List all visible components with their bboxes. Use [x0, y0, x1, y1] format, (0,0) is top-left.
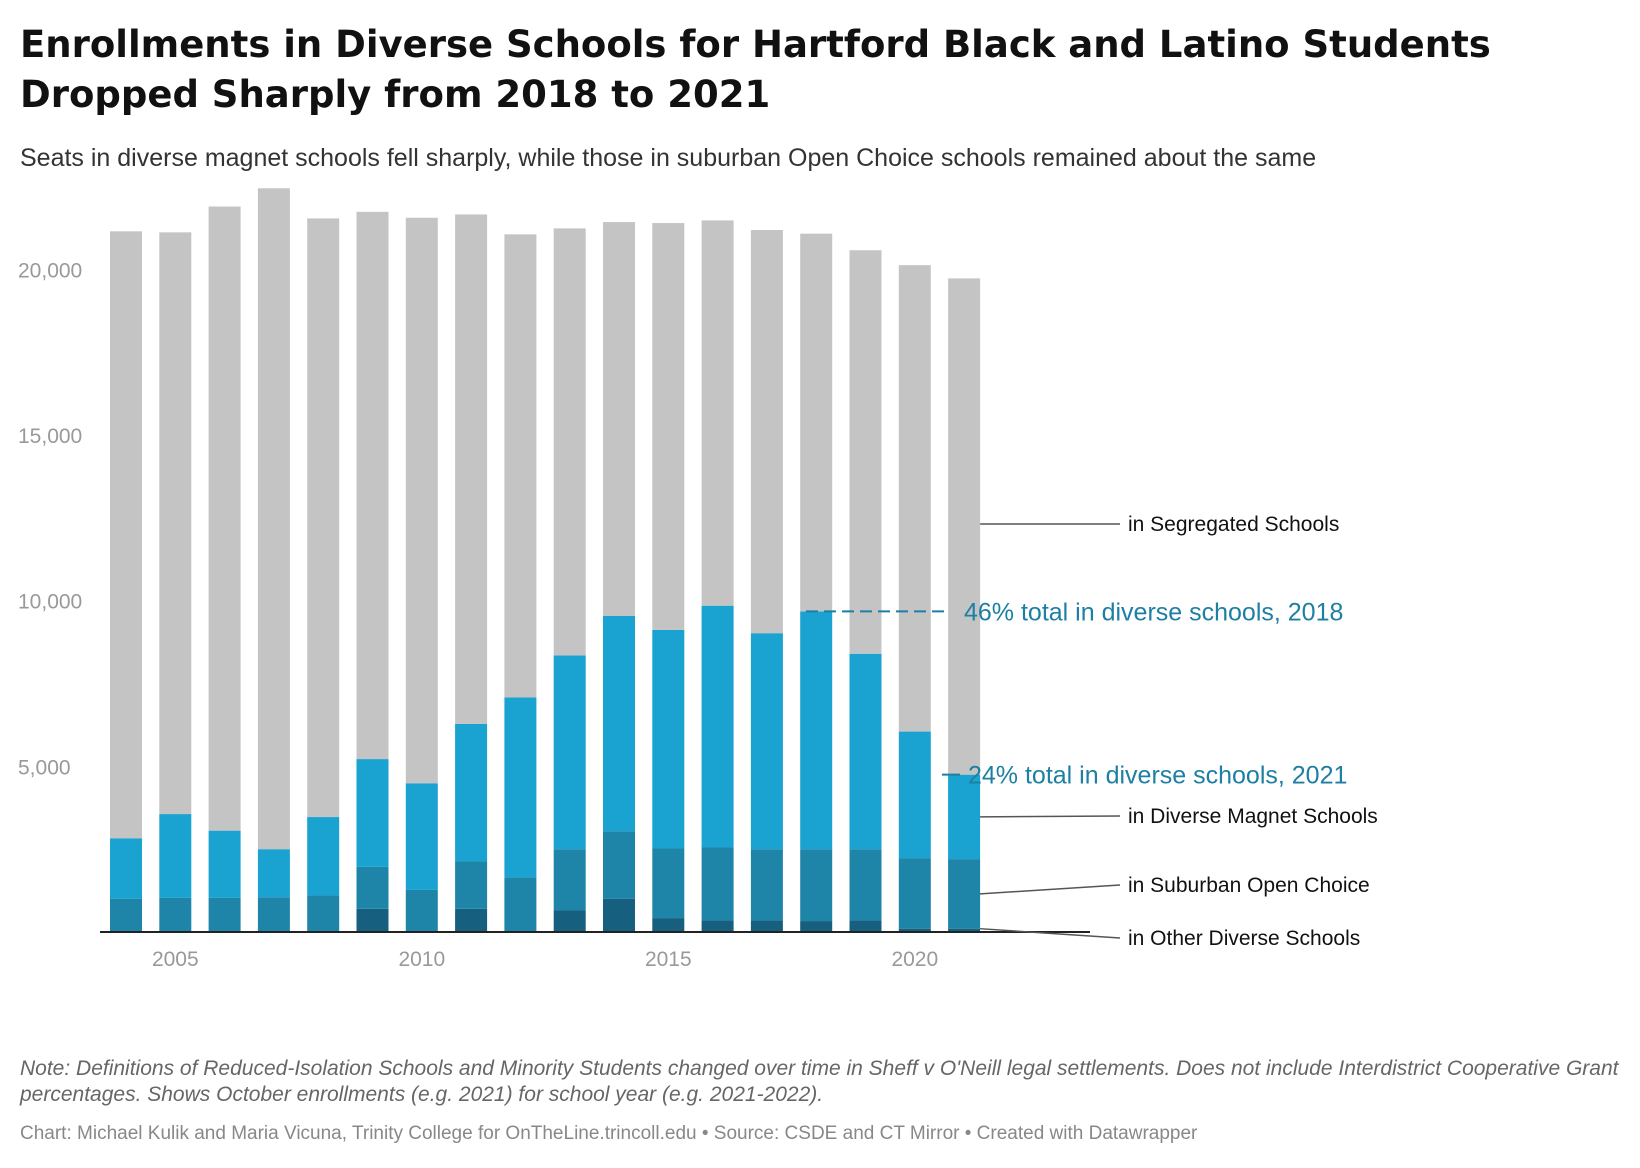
bar-segment-segregated — [208, 206, 241, 831]
y-tick-label: 10,000 — [18, 591, 82, 614]
bar-segment-magnet — [257, 849, 290, 898]
bar-segment-open-choice — [159, 897, 192, 932]
bar-segment-segregated — [750, 230, 783, 634]
series-label-connector — [980, 815, 1121, 818]
bar-segment-magnet — [948, 774, 981, 860]
bar-segment-segregated — [800, 233, 833, 612]
series-label-open-choice: in Suburban Open Choice — [1128, 874, 1370, 897]
bar-segment-segregated — [504, 234, 537, 698]
bar-segment-open-choice — [701, 847, 734, 921]
bar-segment-magnet — [701, 605, 734, 848]
bar-segment-other — [849, 920, 882, 932]
bar-segment-other — [356, 908, 389, 932]
bar-segment-segregated — [603, 222, 635, 616]
bar-segment-other — [652, 918, 685, 932]
bar-segment-magnet — [898, 731, 931, 859]
bar-segment-magnet — [356, 759, 389, 867]
bar-segment-segregated — [948, 278, 981, 775]
bar-segment-segregated — [455, 214, 488, 724]
bar-segment-open-choice — [257, 897, 290, 932]
bar-segment-segregated — [405, 217, 438, 784]
bar-segment-magnet — [504, 697, 537, 878]
bar-segment-magnet — [307, 817, 340, 896]
chart-note: Note: Definitions of Reduced-Isolation S… — [20, 1057, 1619, 1106]
bar-segment-other — [455, 908, 488, 932]
x-tick-label: 2010 — [398, 948, 445, 971]
bar-segment-segregated — [110, 231, 142, 839]
bar-segment-magnet — [603, 615, 635, 832]
bar-segment-open-choice — [208, 897, 241, 932]
bar-segment-open-choice — [405, 889, 438, 932]
bar-segment-magnet — [110, 838, 142, 899]
bar-segment-magnet — [800, 611, 833, 850]
series-label-connector — [980, 927, 1121, 939]
bar-segment-magnet — [652, 629, 685, 849]
annotation-2021-label: 24% total in diverse schools, 2021 — [968, 762, 1347, 790]
x-tick-label: 2005 — [152, 948, 199, 971]
bar-segment-segregated — [307, 218, 340, 818]
bar-segment-other — [750, 920, 783, 932]
bar-segment-magnet — [849, 653, 882, 850]
bar-segment-open-choice — [455, 861, 488, 909]
chart-title: Enrollments in Diverse Schools for Hartf… — [20, 23, 1491, 116]
bar-segment-magnet — [405, 783, 438, 890]
chart-subtitle: Seats in diverse magnet schools fell sha… — [20, 144, 1317, 172]
bar-segment-open-choice — [898, 858, 931, 929]
bar-segment-magnet — [208, 830, 241, 898]
bar-segment-open-choice — [307, 895, 340, 932]
bar-segment-other — [800, 921, 833, 932]
bar-segment-open-choice — [652, 848, 685, 919]
bar-segment-magnet — [455, 723, 488, 862]
bar-segment-open-choice — [110, 898, 142, 932]
bar-segment-open-choice — [553, 849, 586, 911]
y-tick-label: 15,000 — [18, 425, 82, 448]
annotation-2018-label: 46% total in diverse schools, 2018 — [964, 598, 1343, 626]
bar-segment-open-choice — [800, 849, 833, 922]
bar-segment-magnet — [159, 814, 192, 898]
bar-segment-segregated — [701, 220, 734, 606]
bar-segment-open-choice — [849, 849, 882, 921]
stacked-bar-chart: 5,000 10,000 15,000 20,000 2005 2010 2015 2020 i… — [18, 188, 1378, 971]
y-tick-label: 20,000 — [18, 259, 82, 282]
bar-segment-other — [553, 910, 586, 932]
bar-segment-segregated — [849, 250, 882, 654]
bar-segment-segregated — [257, 188, 290, 850]
bar-segment-other — [948, 928, 981, 932]
series-label-connector — [980, 884, 1121, 895]
x-tick-label: 2020 — [891, 948, 938, 971]
bar-segment-open-choice — [750, 849, 783, 921]
bar-segment-open-choice — [504, 877, 537, 932]
bar-segment-segregated — [356, 211, 389, 760]
chart-credits: Chart: Michael Kulik and Maria Vicuna, T… — [20, 1123, 1198, 1144]
series-label-other: in Other Diverse Schools — [1128, 927, 1360, 950]
y-tick-label: 5,000 — [18, 756, 71, 779]
bar-segment-open-choice — [603, 831, 635, 899]
bar-segment-segregated — [652, 223, 685, 630]
x-tick-label: 2015 — [645, 948, 692, 971]
bar-segment-other — [898, 928, 931, 932]
bar-segment-magnet — [553, 655, 586, 850]
series-label-segregated: in Segregated Schools — [1128, 513, 1339, 536]
series-label-magnet: in Diverse Magnet Schools — [1128, 805, 1378, 828]
bar-segment-magnet — [750, 633, 783, 850]
bar-segment-open-choice — [356, 866, 389, 909]
bar-segment-segregated — [159, 232, 192, 815]
bar-segment-segregated — [553, 228, 586, 656]
bar-segment-other — [701, 920, 734, 932]
bar-segment-open-choice — [948, 859, 981, 929]
bar-segment-segregated — [898, 265, 931, 732]
bar-segment-other — [603, 898, 635, 932]
